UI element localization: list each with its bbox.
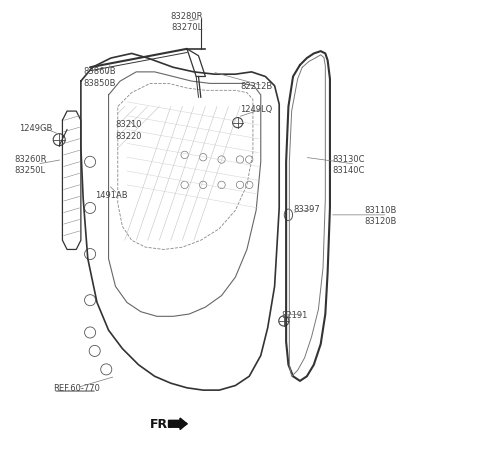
Text: 83260R
83250L: 83260R 83250L bbox=[14, 155, 47, 175]
Text: FR.: FR. bbox=[150, 417, 173, 431]
Text: 83130C
83140C: 83130C 83140C bbox=[332, 155, 365, 175]
FancyArrow shape bbox=[168, 418, 187, 430]
Text: 83397: 83397 bbox=[293, 205, 320, 214]
Text: 1491AB: 1491AB bbox=[95, 190, 127, 199]
Text: 83280R
83270L: 83280R 83270L bbox=[171, 12, 203, 32]
Text: 82191: 82191 bbox=[281, 310, 308, 319]
Text: REF.60-770: REF.60-770 bbox=[53, 383, 100, 393]
Text: 83860B
83850B: 83860B 83850B bbox=[83, 67, 116, 88]
Text: 83210
83220: 83210 83220 bbox=[116, 120, 142, 140]
Text: 1249GB: 1249GB bbox=[19, 124, 52, 132]
Text: 82212B: 82212B bbox=[240, 82, 272, 91]
Text: 83110B
83120B: 83110B 83120B bbox=[364, 206, 397, 225]
Text: 1249LQ: 1249LQ bbox=[240, 105, 272, 114]
